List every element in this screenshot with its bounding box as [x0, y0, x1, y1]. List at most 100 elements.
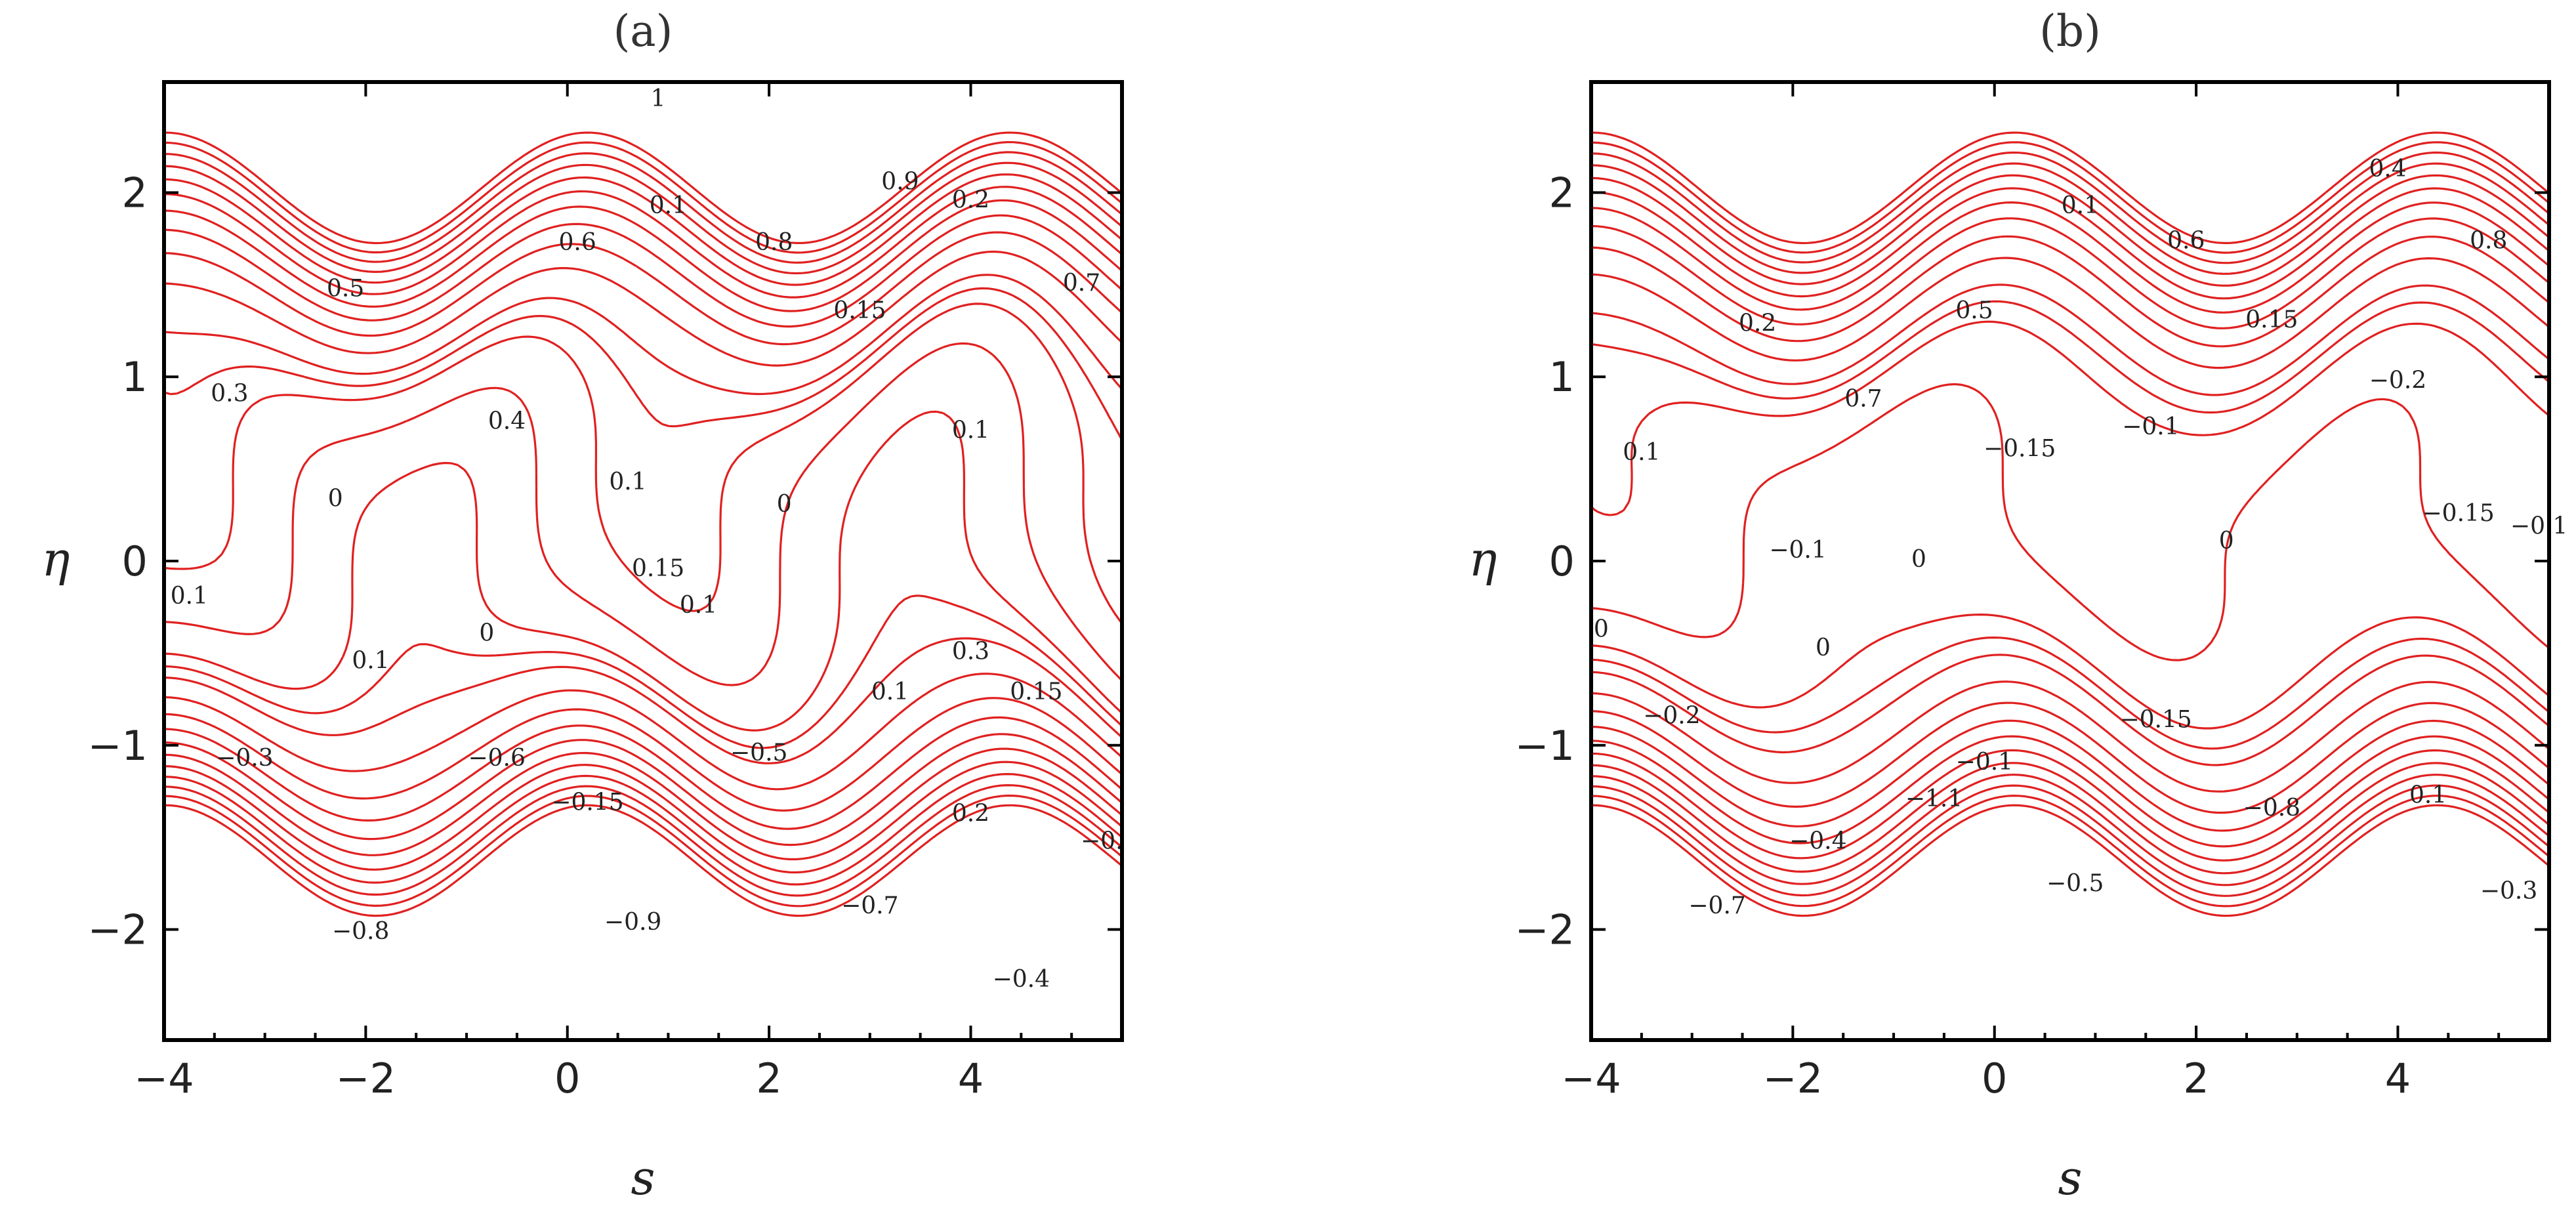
- contour-level: [1591, 701, 2549, 814]
- contour-level: [164, 199, 1122, 312]
- contour-level: [1591, 774, 2549, 887]
- contour-label: −0.7: [1688, 892, 1745, 919]
- contour-label: 0.4: [488, 407, 526, 434]
- contour-label: −0.1: [1956, 749, 2013, 776]
- x-tick-label: 0: [554, 1054, 580, 1102]
- contour-level: [164, 733, 1122, 846]
- y-tick-label: 0: [122, 537, 148, 585]
- contour-label: −0.2: [1643, 703, 1700, 730]
- contour-label: 0.1: [1623, 439, 1660, 466]
- panel-a: 10.10.90.20.6 0.80.50.150.70.30.4 0.10.10 0…: [41, 6, 1124, 1205]
- contour-level: [1591, 174, 2549, 287]
- contour-level: [164, 595, 1122, 749]
- contour-label: 0.1: [952, 417, 989, 444]
- contour-label: 0.5: [327, 275, 364, 302]
- contour-label: −0.7: [841, 892, 898, 919]
- contour-label: 0.1: [2409, 782, 2447, 808]
- x-tick-label: 4: [2385, 1054, 2411, 1102]
- contour-level: [164, 173, 1122, 286]
- contour-label: 0.8: [755, 229, 793, 256]
- x-tick-label: −2: [1763, 1054, 1823, 1102]
- contour-label: −0.8: [332, 918, 389, 945]
- contour-label: 0.1: [609, 469, 646, 495]
- contour-label: −0.3: [216, 745, 273, 772]
- contour-level: [1591, 320, 2549, 516]
- y-tick-label: 2: [122, 169, 148, 217]
- x-axis-label: s: [631, 1150, 655, 1205]
- contour-level: [1591, 162, 2549, 275]
- contour-label: −0.6: [468, 745, 525, 772]
- contour-label: 0: [1816, 635, 1831, 661]
- contour-label: 0: [1594, 616, 1609, 643]
- contour-level: [1591, 187, 2549, 300]
- contour-label: 0: [1911, 546, 1926, 573]
- x-tick-label: 2: [756, 1054, 781, 1102]
- contour-level: [164, 747, 1122, 861]
- contour-level: [164, 410, 1122, 732]
- y-axis-label: η: [41, 532, 70, 587]
- contour-level: [1591, 719, 2549, 832]
- contour-label: −0.1: [2510, 512, 2567, 539]
- y-tick-label: −1: [1515, 722, 1575, 770]
- contour-label: −0.1: [2122, 413, 2179, 440]
- y-tick-label: −2: [88, 906, 148, 954]
- contour-level: [1591, 636, 2549, 750]
- y-tick-label: −2: [1515, 906, 1575, 954]
- contour-label: −0.9: [604, 909, 661, 936]
- contour-label: −0.15: [1984, 436, 2056, 463]
- x-tick-label: 4: [958, 1054, 984, 1102]
- contour-label: −0.3: [2480, 877, 2537, 904]
- contour-label: −0.5: [730, 740, 787, 766]
- contour-label: 0.1: [871, 678, 909, 705]
- contour-label: 0.8: [2470, 227, 2507, 254]
- contour-label: −0.1: [1769, 537, 1826, 564]
- contour-level: [1591, 680, 2549, 793]
- contour-label: 0.9: [881, 168, 919, 195]
- contour-level: [1591, 131, 2549, 245]
- contour-level: [1591, 383, 2549, 661]
- contour-label: −0.15: [2119, 706, 2192, 733]
- contour-level: [164, 141, 1122, 254]
- contour-level: [1591, 300, 2549, 414]
- contour-label: −0.2: [2369, 367, 2426, 394]
- contour-level: [1591, 201, 2549, 314]
- contour-level: [164, 231, 1122, 346]
- contour-label: −0.: [1081, 828, 1123, 855]
- contour-level: [1591, 217, 2549, 329]
- contour-label: 0.2: [952, 800, 989, 827]
- contour-labels: 0.4 0.1 0.6 0.8 0.5 0.2 0.15 −0.2 0.7 −0.1 −0.15 0.…: [1594, 156, 2567, 919]
- contour-label: 0.1: [680, 592, 717, 619]
- contour-label: 0: [328, 485, 343, 512]
- contour-level: [1591, 141, 2549, 254]
- contour-label: 0.1: [352, 647, 389, 674]
- contour-level: [164, 342, 1122, 686]
- contour-level: [164, 794, 1122, 908]
- contour-level: [164, 274, 1122, 396]
- contour-level: [164, 151, 1122, 264]
- contour-label: 0: [2219, 528, 2234, 554]
- contour-label: 0: [479, 619, 494, 646]
- contour-label: 0.5: [1955, 297, 1993, 324]
- contour-level: [164, 697, 1122, 812]
- contour-label: 0.2: [952, 187, 989, 214]
- panel-b: 0.4 0.1 0.6 0.8 0.5 0.2 0.15 −0.2 0.7 −0.1 −0.15 0.…: [1468, 6, 2567, 1205]
- y-axis-label: η: [1468, 532, 1497, 587]
- contour-label: 0: [777, 491, 792, 518]
- contour-label: 0.1: [650, 192, 687, 219]
- x-tick-label: −4: [1561, 1054, 1621, 1102]
- contour-level: [1591, 283, 2549, 396]
- contour-level: [164, 250, 1122, 367]
- contour-label: 0.2: [1739, 310, 1776, 337]
- contour-level: [164, 804, 1122, 917]
- x-tick-label: −2: [336, 1054, 396, 1102]
- contour-level: [1591, 151, 2549, 264]
- contour-label: 0.6: [2167, 227, 2205, 254]
- contour-level: [1591, 614, 2549, 730]
- contour-label: −1.1: [1905, 785, 1963, 812]
- panel-title: (b): [2039, 6, 2101, 56]
- contour-level: [164, 186, 1122, 299]
- contour-label: −0.4: [1789, 828, 1846, 855]
- y-tick-label: 1: [122, 353, 148, 401]
- contour-level: [1591, 804, 2549, 917]
